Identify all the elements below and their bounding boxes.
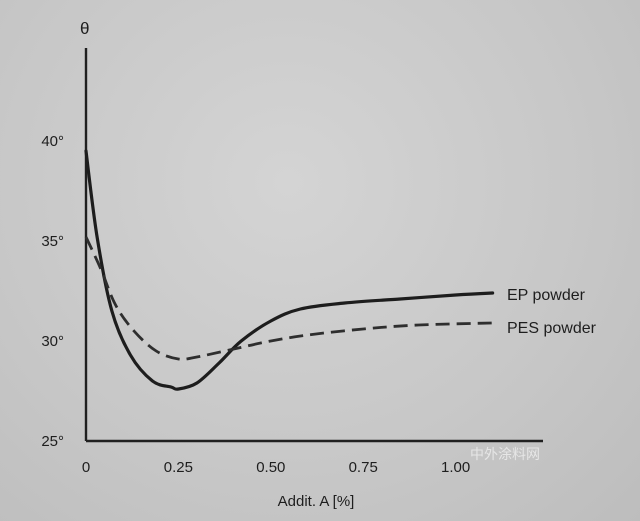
series-label-ep-powder: EP powder bbox=[507, 287, 586, 304]
x-tick-label: 1.00 bbox=[441, 459, 470, 476]
x-tick-label: 0.25 bbox=[164, 459, 193, 476]
series-line-pes-powder bbox=[84, 236, 493, 361]
series-layer: EP powder PES powder bbox=[84, 149, 597, 391]
y-tick-label: 30° bbox=[41, 333, 64, 350]
x-tick-label: 0.75 bbox=[349, 459, 378, 476]
series-label-pes-powder: PES powder bbox=[507, 320, 597, 337]
y-tick-labels: 25° 30° 35° 40° bbox=[41, 133, 64, 450]
y-tick-label: 40° bbox=[41, 133, 64, 150]
series-line-ep-powder bbox=[84, 149, 495, 391]
y-axis-label: θ bbox=[80, 19, 89, 38]
x-tick-labels: 0 0.25 0.50 0.75 1.00 bbox=[82, 459, 470, 476]
watermark-text: 中外涂料网 bbox=[470, 446, 540, 462]
y-tick-label: 25° bbox=[41, 433, 64, 450]
y-tick-label: 35° bbox=[41, 233, 64, 250]
x-tick-label: 0.50 bbox=[256, 459, 285, 476]
x-tick-label: 0 bbox=[82, 459, 90, 476]
axes bbox=[84, 48, 543, 443]
x-axis-label: Addit. A [%] bbox=[278, 493, 355, 510]
